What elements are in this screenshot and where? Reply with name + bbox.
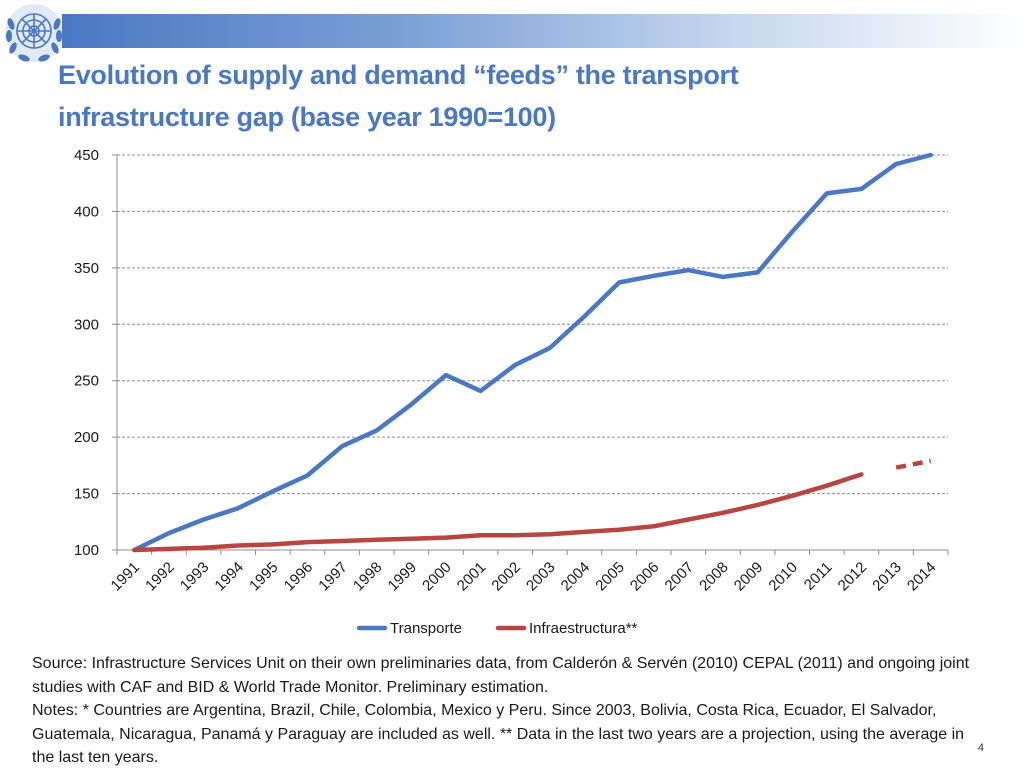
x-tick-label: 2013: [869, 559, 905, 595]
y-tick-label: 250: [74, 373, 99, 390]
series-line-transporte: [132, 152, 933, 553]
notes-text: Notes: * Countries are Argentina, Brazil…: [32, 702, 965, 766]
x-tick-label: 2001: [454, 559, 490, 595]
series-line-infraestructura: [132, 472, 864, 553]
x-tick-label: 1993: [177, 559, 213, 595]
x-tick-label: 1997: [315, 559, 351, 595]
legend: Transporte Infraestructura**: [356, 620, 638, 637]
legend-label-infraestructura: Infraestructura**: [529, 620, 638, 637]
x-tick-label: 1999: [385, 559, 421, 595]
y-tick-label: 300: [74, 316, 99, 333]
x-tick-label: 1994: [211, 559, 247, 595]
x-tick-label: 2000: [419, 559, 455, 595]
x-tick-label: 2004: [558, 559, 594, 595]
axes: [112, 154, 949, 555]
gridlines: [117, 154, 948, 495]
x-tick-label: 2006: [627, 559, 663, 595]
x-tick-label: 2011: [801, 559, 836, 594]
x-tick-label: 1998: [350, 559, 386, 595]
series-lines: [132, 152, 933, 553]
page-number: 4: [977, 742, 984, 754]
x-tick-label: 2007: [662, 559, 698, 595]
legend-label-transporte: Transporte: [390, 620, 462, 637]
y-tick-label: 400: [74, 203, 99, 220]
page-title: Evolution of supply and demand “feeds” t…: [58, 54, 938, 138]
y-tick-label: 150: [74, 486, 99, 503]
source-text: Source: Infrastructure Services Unit on …: [32, 655, 970, 696]
x-tick-label: 2002: [488, 559, 524, 595]
title-line-1: Evolution of supply and demand “feeds” t…: [58, 60, 739, 90]
x-tick-label: 1996: [281, 559, 317, 595]
header-bar: [62, 14, 1024, 48]
y-tick-label: 100: [74, 542, 99, 559]
y-tick-label: 450: [74, 147, 99, 164]
x-tick-label: 1991: [108, 559, 144, 595]
x-tick-label: 2012: [835, 559, 871, 595]
source-notes: Source: Infrastructure Services Unit on …: [32, 652, 982, 770]
x-tick-label: 2009: [731, 559, 767, 595]
x-tick-label: 2010: [765, 559, 801, 595]
x-tick-label: 1992: [142, 559, 178, 595]
y-tick-labels: 100 150 200 250 300 350 400 450: [74, 147, 99, 559]
x-tick-label: 1995: [246, 559, 282, 595]
x-tick-labels: 1991 1992 1993 1994 1995 1996 1997 1998 1999 2000…: [108, 559, 940, 595]
x-tick-label: 2005: [592, 559, 628, 595]
x-tick-label: 2014: [904, 559, 940, 595]
y-tick-label: 350: [74, 260, 99, 277]
x-tick-label: 2008: [696, 559, 732, 595]
x-tick-label: 2003: [523, 559, 559, 595]
series-line-infraestructura-projection: [895, 458, 932, 470]
y-tick-label: 200: [74, 429, 99, 446]
title-line-2: infrastructure gap (base year 1990=100): [58, 102, 556, 132]
un-emblem-icon: [5, 4, 63, 62]
